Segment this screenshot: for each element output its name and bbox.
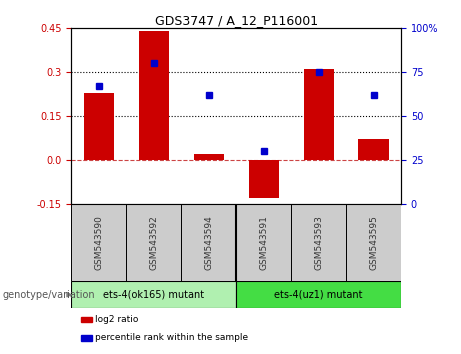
Bar (71, 281, 236, 308)
Text: percentile rank within the sample: percentile rank within the sample (95, 333, 248, 342)
Text: GSM543594: GSM543594 (204, 215, 213, 270)
Title: GDS3747 / A_12_P116001: GDS3747 / A_12_P116001 (155, 14, 318, 27)
Text: log2 ratio: log2 ratio (95, 315, 139, 324)
Bar (181, 204, 236, 281)
Bar (126, 204, 181, 281)
Text: ets-4(ok165) mutant: ets-4(ok165) mutant (103, 290, 204, 300)
Bar (236, 281, 401, 308)
Bar (359, 139, 389, 160)
Bar (71, 204, 126, 281)
Bar (303, 69, 334, 160)
Bar (291, 204, 346, 281)
Text: GSM543591: GSM543591 (259, 215, 268, 270)
Bar (346, 204, 401, 281)
Text: GSM543593: GSM543593 (314, 215, 323, 270)
Bar (139, 31, 169, 160)
Text: genotype/variation: genotype/variation (2, 290, 95, 300)
Bar (248, 160, 279, 198)
Bar (84, 92, 114, 160)
Text: GSM543595: GSM543595 (369, 215, 378, 270)
Text: GSM543590: GSM543590 (95, 215, 103, 270)
Text: ets-4(uz1) mutant: ets-4(uz1) mutant (274, 290, 363, 300)
Bar (236, 204, 291, 281)
Text: GSM543592: GSM543592 (149, 215, 159, 270)
Bar (194, 154, 224, 160)
